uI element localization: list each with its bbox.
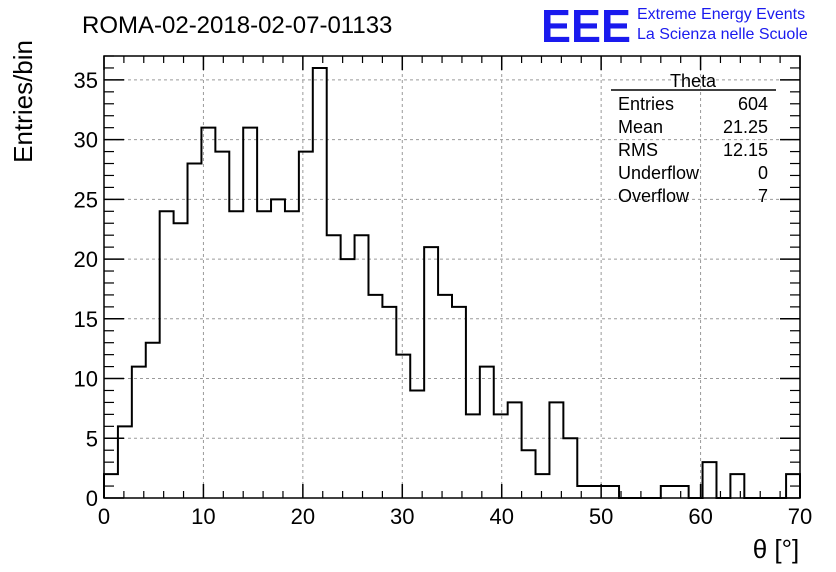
x-tick-labels: 0 10 20 30 40 50 60 70 <box>98 504 812 529</box>
stats-value: 21.25 <box>723 117 768 137</box>
histogram-bin <box>730 474 744 498</box>
logo-line2: La Scienza nelle Scuole <box>637 26 808 43</box>
histogram-bin <box>201 128 215 498</box>
histogram-bin <box>536 474 550 498</box>
histogram-bin <box>410 390 424 498</box>
y-tick-label: 20 <box>74 247 98 272</box>
histogram-bin <box>313 68 327 498</box>
histogram-bin <box>215 152 229 498</box>
x-tick-label: 40 <box>489 504 513 529</box>
grid-lines <box>104 56 800 498</box>
x-tick-label: 10 <box>191 504 215 529</box>
x-tick-label: 50 <box>589 504 613 529</box>
histogram-bin <box>327 235 341 498</box>
x-tick-label: 30 <box>390 504 414 529</box>
plot-frame <box>103 55 801 499</box>
histogram-bin <box>703 462 717 498</box>
histogram-bin <box>577 486 591 498</box>
y-axis-label: Entries/bin <box>8 40 38 163</box>
stats-label: Entries <box>618 94 674 114</box>
y-tick-label: 35 <box>74 68 98 93</box>
histogram-bin <box>494 414 508 498</box>
eee-logo: EEE Extreme Energy Events La Scienza nel… <box>541 0 808 52</box>
histogram-bin <box>480 367 494 498</box>
x-axis-label: θ [°] <box>753 534 800 564</box>
histogram-bin <box>605 486 619 498</box>
histogram-bin <box>257 211 271 498</box>
stats-name: Theta <box>670 71 717 91</box>
histogram-bin <box>299 152 313 498</box>
histogram-bin <box>229 211 243 498</box>
y-tick-labels: 0 5 10 15 20 25 30 35 <box>74 68 98 511</box>
stats-label: Underflow <box>618 163 700 183</box>
chart-title: ROMA-02-2018-02-07-01133 <box>82 12 392 39</box>
histogram-bin <box>160 211 174 498</box>
histogram-bin <box>271 199 285 498</box>
histogram-bin <box>355 235 369 498</box>
histogram-bin <box>675 486 689 498</box>
histogram-bin <box>174 223 188 498</box>
histogram-bin <box>522 450 536 498</box>
stats-rows: Entries 604 Mean 21.25 RMS 12.15 Underflow 0 Ove… <box>618 94 768 206</box>
x-tick-label: 70 <box>788 504 812 529</box>
logo-line1: Extreme Energy Events <box>637 6 805 23</box>
histogram-bin <box>368 295 382 498</box>
stats-value: 604 <box>738 94 768 114</box>
y-tick-label: 25 <box>74 187 98 212</box>
histogram-bin <box>341 259 355 498</box>
stats-value: 0 <box>758 163 768 183</box>
x-tick-label: 60 <box>688 504 712 529</box>
histogram-bin <box>118 426 132 498</box>
x-tick-label: 0 <box>98 504 110 529</box>
stats-label: Overflow <box>618 186 690 206</box>
stats-value: 7 <box>758 186 768 206</box>
y-tick-label: 5 <box>86 426 98 451</box>
histogram-bin <box>285 211 299 498</box>
histogram-bins <box>103 66 801 499</box>
histogram-bin <box>146 343 160 498</box>
histogram-bin <box>396 355 410 498</box>
histogram-outline <box>103 66 801 499</box>
histogram-bin <box>452 307 466 498</box>
logo-mark: EEE <box>541 0 631 52</box>
histogram-bin <box>466 414 480 498</box>
histogram-bin <box>188 164 202 498</box>
stats-box: Theta Entries 604 Mean 21.25 RMS 12.15 Underfl… <box>611 71 776 206</box>
y-tick-label: 15 <box>74 307 98 332</box>
histogram-bin <box>563 438 577 498</box>
histogram-bin <box>424 247 438 498</box>
histogram-bin <box>438 295 452 498</box>
stats-value: 12.15 <box>723 140 768 160</box>
stats-label: Mean <box>618 117 663 137</box>
histogram-bin <box>243 128 257 498</box>
histogram-bin <box>549 402 563 498</box>
histogram-bin <box>591 486 605 498</box>
y-tick-label: 30 <box>74 128 98 153</box>
axis-ticks <box>103 55 801 499</box>
histogram-bin <box>382 307 396 498</box>
x-tick-label: 20 <box>291 504 315 529</box>
histogram-bin <box>661 486 675 498</box>
histogram-bin <box>508 402 522 498</box>
histogram-bin <box>132 367 146 498</box>
stats-label: RMS <box>618 140 658 160</box>
y-tick-label: 0 <box>86 486 98 511</box>
y-tick-label: 10 <box>74 367 98 392</box>
